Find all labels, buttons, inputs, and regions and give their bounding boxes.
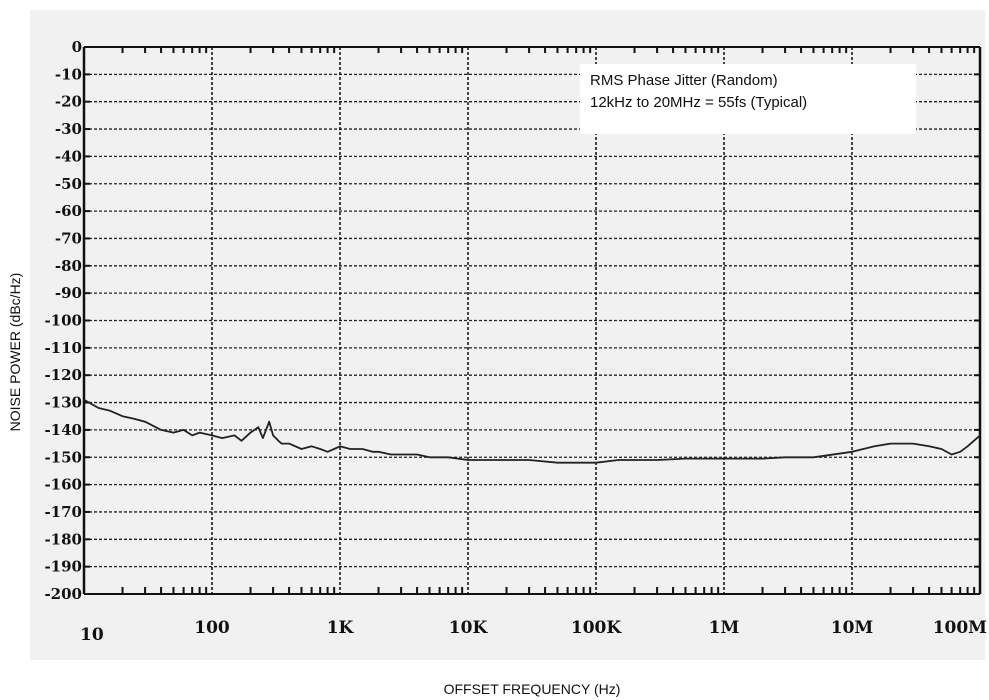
y-axis-title: NOISE POWER (dBc/Hz) xyxy=(7,273,23,432)
y-tick-label: -30 xyxy=(55,120,82,138)
y-tick-label: -190 xyxy=(44,558,82,576)
y-tick-label: -160 xyxy=(44,476,82,494)
tick-mark-layer xyxy=(84,46,980,595)
y-tick-label: -40 xyxy=(55,147,82,165)
y-tick-label: -50 xyxy=(55,175,82,193)
x-tick-label: 100M xyxy=(933,618,987,638)
y-tick-labels: 0 -10 -20 -30 -40 -50 -60 -70 -80 -90 -100 -110 -120… xyxy=(44,38,82,603)
y-tick-label: -10 xyxy=(55,65,82,83)
x-tick-label: 10 xyxy=(80,625,104,645)
y-tick-label: -170 xyxy=(44,503,82,521)
y-tick-label: -150 xyxy=(44,448,82,466)
jitter-annotation-box: RMS Phase Jitter (Random) 12kHz to 20MHz… xyxy=(580,64,916,134)
y-tick-label: -180 xyxy=(44,530,82,548)
y-tick-label: -70 xyxy=(55,229,82,247)
y-tick-label: -20 xyxy=(55,93,82,111)
phase-noise-series-line xyxy=(83,399,981,464)
y-tick-label: -90 xyxy=(55,284,82,302)
y-tick-label: -130 xyxy=(44,394,82,412)
y-tick-label: -200 xyxy=(44,585,82,603)
x-axis-title: OFFSET FREQUENCY (Hz) xyxy=(444,681,621,697)
y-tick-label: -120 xyxy=(44,366,82,384)
y-tick-label: -110 xyxy=(44,339,82,357)
x-tick-label: 10M xyxy=(831,618,874,638)
x-tick-label: 100K xyxy=(571,618,622,638)
y-tick-label: -60 xyxy=(55,202,82,220)
x-tick-label: 100 xyxy=(194,618,230,638)
y-tick-label: 0 xyxy=(72,38,82,56)
annotation-line-2: 12kHz to 20MHz = 55fs (Typical) xyxy=(590,94,808,111)
x-tick-label: 1M xyxy=(709,618,740,638)
y-tick-label: -140 xyxy=(44,421,82,439)
x-tick-labels: 10 100 1K 10K 100K 1M 10M 100M xyxy=(80,618,987,645)
annotation-line-1: RMS Phase Jitter (Random) xyxy=(590,72,778,89)
y-tick-label: -100 xyxy=(44,312,82,330)
x-tick-label: 10K xyxy=(449,618,489,638)
series-layer xyxy=(83,399,981,464)
x-tick-label: 1K xyxy=(327,618,355,638)
y-tick-label: -80 xyxy=(55,257,82,275)
